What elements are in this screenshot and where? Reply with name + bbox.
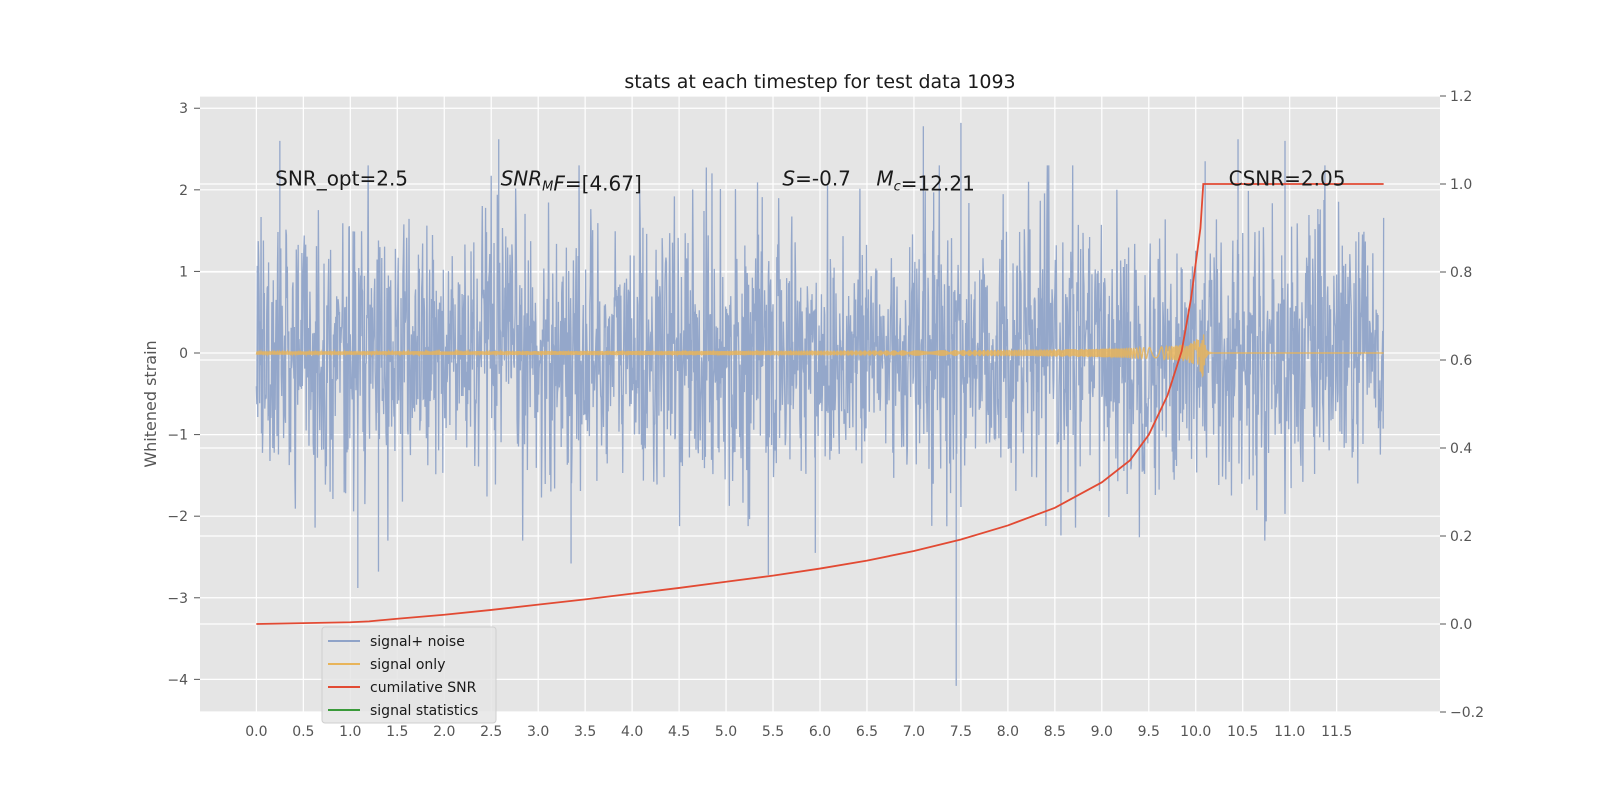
annotation-part: =12.21 — [901, 172, 975, 196]
annotation-part: M — [542, 180, 553, 195]
series-signal-only — [255, 334, 1384, 379]
y2-tick-label: 0.0 — [1450, 617, 1472, 633]
x-tick-label: 9.5 — [1138, 724, 1160, 740]
annotation: SNR_opt=2.5 — [275, 167, 408, 191]
y-tick-label: 0 — [179, 346, 188, 362]
annotation-part: SNR — [501, 167, 543, 191]
series-signal-plus-noise — [255, 122, 1385, 686]
x-tick-label: 4.0 — [621, 724, 643, 740]
y-tick-label: −4 — [167, 672, 188, 688]
chart-title: stats at each timestep for test data 109… — [624, 71, 1015, 93]
x-tick-label: 2.0 — [433, 724, 455, 740]
x-tick-label: 9.0 — [1091, 724, 1113, 740]
y2-tick-label: 0.4 — [1450, 441, 1472, 457]
annotation: Mc=12.21 — [876, 167, 974, 196]
annotations: SNR_opt=2.5 SNRMF=[4.67] S=-0.7 Mc=12.21 CSN… — [275, 167, 1345, 196]
axes-ticks: 0.0 0.5 1.0 1.5 2.0 2.5 3.0 3.5 4.0 4.5 5.0 5.5 6.0 6… — [167, 89, 1484, 740]
signal-only-line — [255, 334, 1384, 379]
legend-label: signal only — [370, 657, 445, 673]
x-tick-label: 11.5 — [1321, 724, 1352, 740]
y2-tick-label: 1.2 — [1450, 89, 1472, 105]
annotation-part: M — [876, 167, 893, 191]
annotation: CSNR=2.05 — [1229, 167, 1346, 191]
x-tick-label: 2.5 — [480, 724, 502, 740]
y-axis-label: Whitened strain — [141, 340, 160, 467]
y-tick-label: 2 — [179, 183, 188, 199]
x-tick-label: 3.5 — [574, 724, 596, 740]
series-cumilative-snr — [256, 183, 1384, 625]
y-tick-label: −2 — [167, 509, 188, 525]
annotation-part: =[4.67] — [565, 172, 642, 196]
annotation-part: S — [782, 167, 795, 191]
y-tick-label: −1 — [167, 428, 188, 444]
y2-tick-label: 1.0 — [1450, 177, 1472, 193]
x-tick-label: 5.0 — [715, 724, 737, 740]
x-tick-label: 5.5 — [762, 724, 784, 740]
annotation-part: c — [894, 180, 901, 195]
x-tick-label: 10.5 — [1227, 724, 1258, 740]
annotation-part: =-0.7 — [795, 167, 851, 191]
y-tick-label: 1 — [179, 264, 188, 280]
legend-label: signal+ noise — [370, 634, 465, 650]
legend: signal+ noise signal only cumilative SNR si… — [321, 626, 497, 724]
x-tick-label: 8.5 — [1044, 724, 1066, 740]
x-tick-label: 6.0 — [809, 724, 831, 740]
x-tick-label: 7.5 — [950, 724, 972, 740]
legend-label: cumilative SNR — [370, 680, 477, 696]
x-tick-label: 7.0 — [903, 724, 925, 740]
y2-tick-label: 0.6 — [1450, 353, 1472, 369]
annotation-part: SNR_opt=2.5 — [275, 167, 408, 191]
x-tick-label: 3.0 — [527, 724, 549, 740]
x-tick-label: 6.5 — [856, 724, 878, 740]
signal-plus-noise-line — [255, 122, 1385, 686]
legend-label: signal statistics — [370, 703, 478, 719]
x-tick-label: 1.0 — [339, 724, 361, 740]
x-tick-label: 1.5 — [386, 724, 408, 740]
y2-tick-label: 0.8 — [1450, 265, 1472, 281]
annotation-part: F — [553, 172, 565, 196]
x-tick-label: 0.5 — [292, 724, 314, 740]
y-tick-label: 3 — [179, 101, 188, 117]
x-tick-label: 10.0 — [1180, 724, 1211, 740]
annotation-part: CSNR=2.05 — [1229, 167, 1346, 191]
x-tick-label: 8.0 — [997, 724, 1019, 740]
x-tick-label: 11.0 — [1274, 724, 1305, 740]
legend-box — [321, 626, 497, 724]
cumilative-snr-line — [256, 183, 1384, 625]
x-tick-label: 0.0 — [245, 724, 267, 740]
y-tick-label: −3 — [167, 591, 188, 607]
x-tick-label: 4.5 — [668, 724, 690, 740]
y2-tick-label: 0.2 — [1450, 529, 1472, 545]
y2-tick-label: −0.2 — [1450, 705, 1484, 721]
annotation: S=-0.7 — [782, 167, 850, 191]
annotation: SNRMF=[4.67] — [501, 167, 642, 196]
